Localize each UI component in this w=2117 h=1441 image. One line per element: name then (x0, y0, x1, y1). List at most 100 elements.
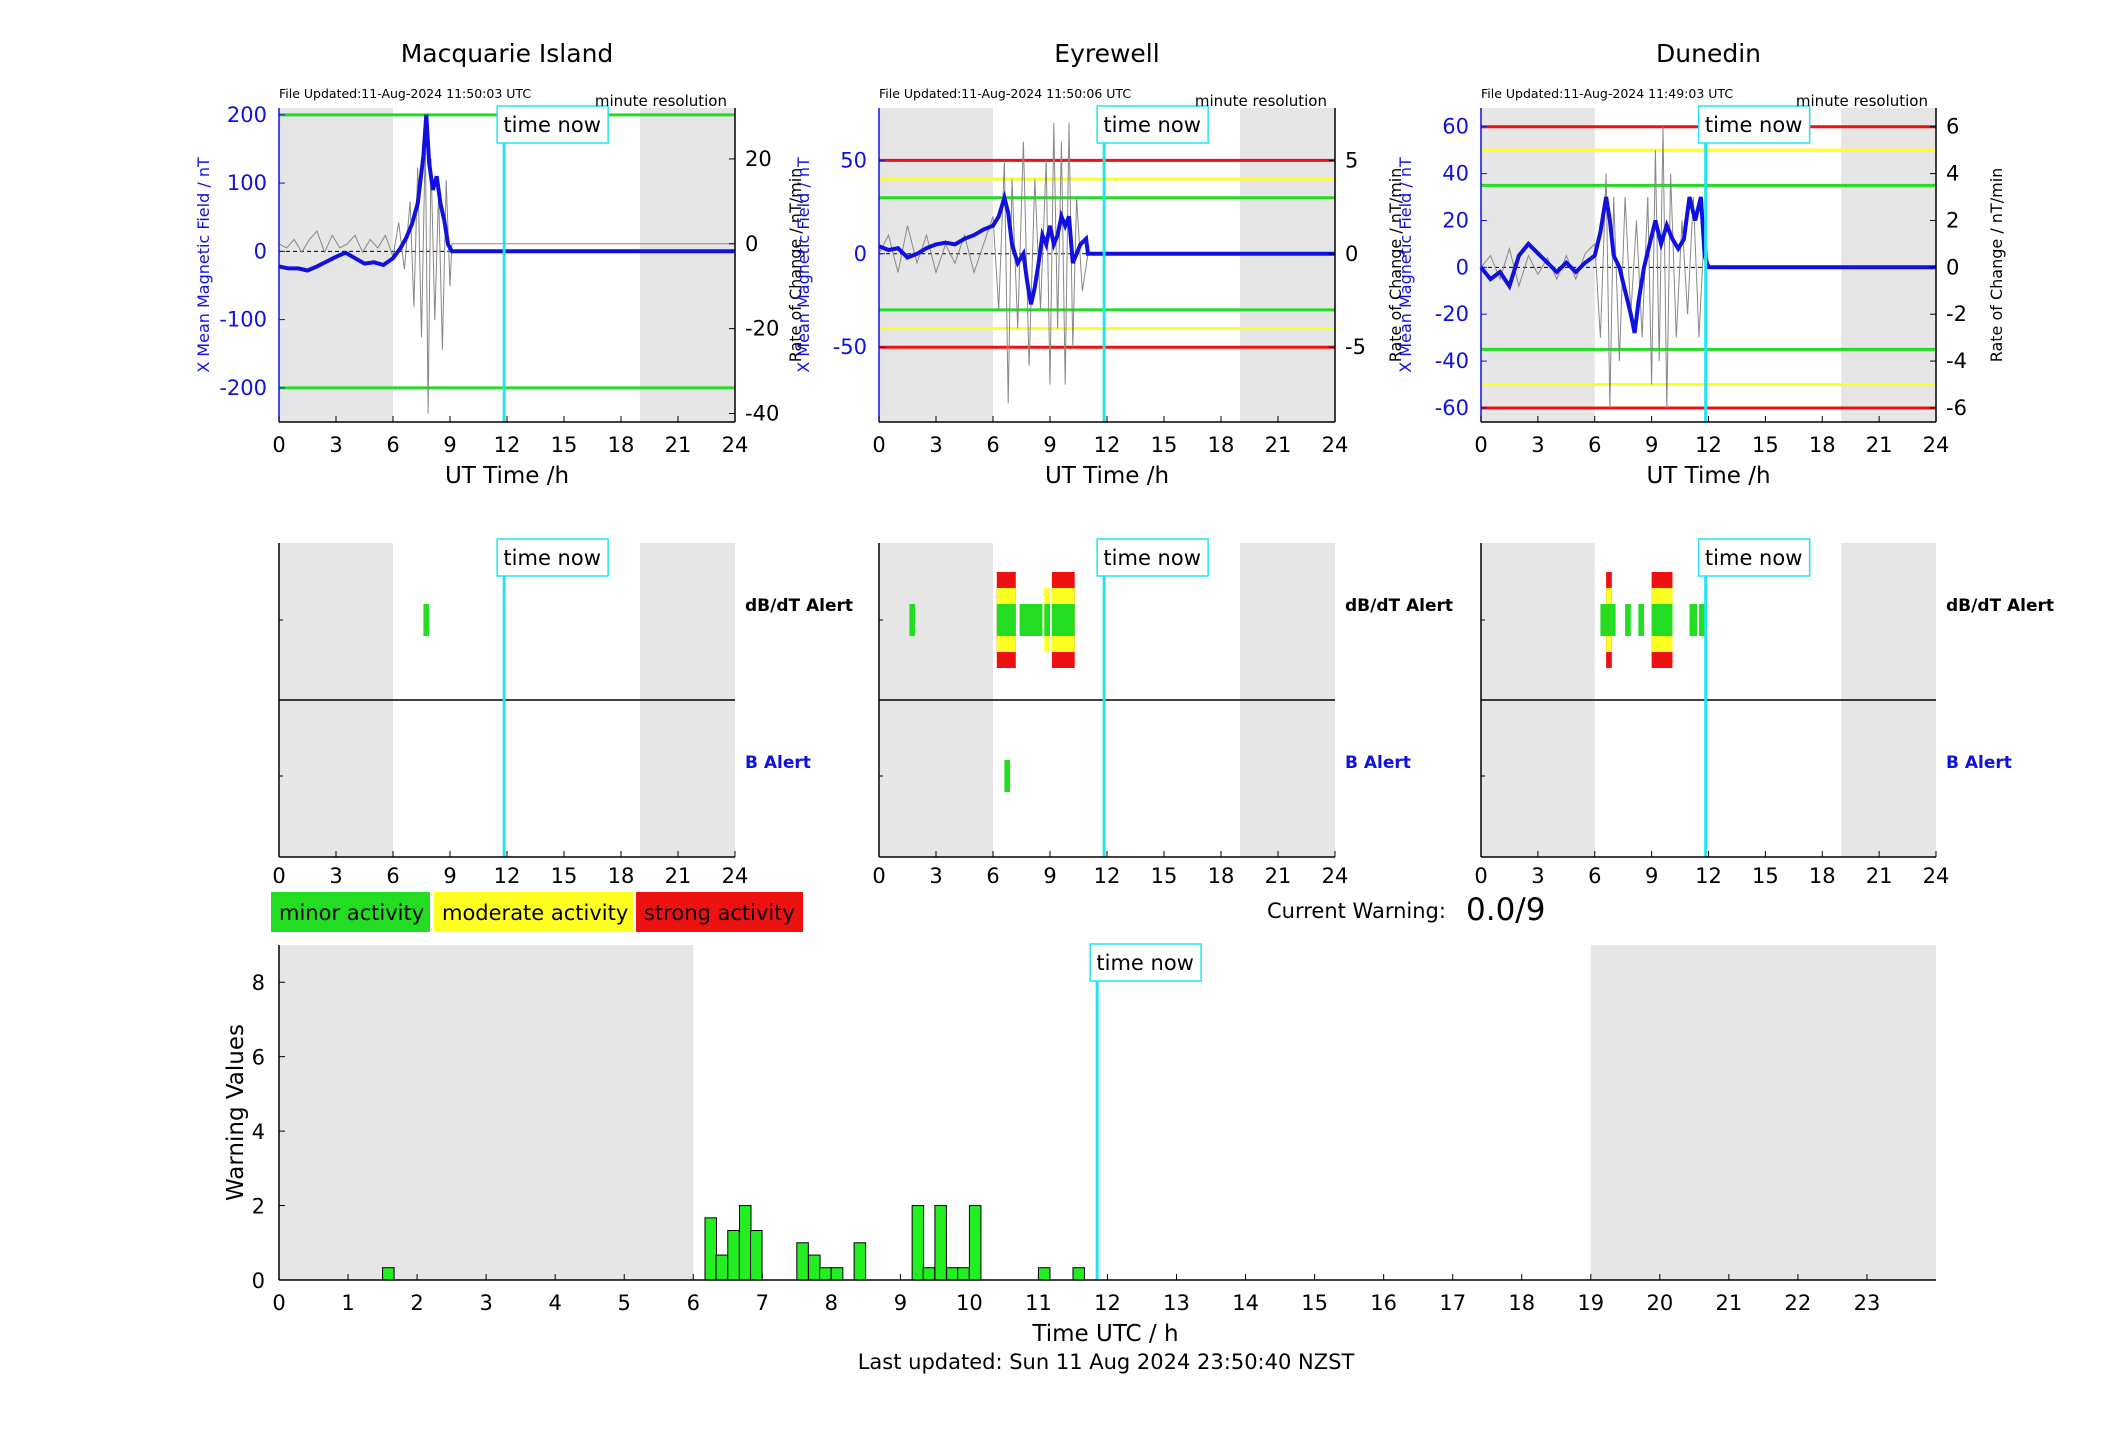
left-tick-label: 40 (1442, 162, 1469, 186)
x-tick-label: 21 (1265, 433, 1292, 457)
chart-x-tick-label: 15 (1301, 1291, 1328, 1315)
dbdt-alert-minor (1699, 604, 1705, 636)
warning-bar (382, 1267, 395, 1281)
warning-bar (796, 1242, 809, 1281)
alert-time-now-label: time now (1103, 546, 1200, 570)
station-title: Eyrewell (1054, 39, 1159, 68)
alert-time-now-box (1697, 538, 1811, 577)
right-tick-label: -20 (745, 317, 779, 341)
chart-y-tick-label: 0 (252, 1269, 265, 1293)
alert-x-tick-label: 12 (1094, 864, 1121, 888)
dbdt-alert-minor (1044, 604, 1050, 636)
current-warning-label: Current Warning: (1267, 899, 1446, 923)
night-shading (1240, 108, 1335, 422)
time-now-label: time now (503, 113, 600, 137)
warning-bar (968, 1205, 982, 1281)
right-tick-label: -4 (1946, 349, 1967, 373)
x-tick-label: 3 (1531, 433, 1544, 457)
dbdt-alert-minor (996, 604, 1016, 636)
right-tick-label: -40 (745, 402, 779, 426)
warning-bar (830, 1267, 844, 1281)
x-tick-label: 9 (443, 433, 456, 457)
resolution-label: minute resolution (1796, 92, 1928, 110)
chart-night-shading (1590, 945, 1936, 1280)
chart-x-tick-label: 0 (272, 1291, 285, 1315)
left-axis-label: X Mean Magnetic Field / nT (1396, 157, 1415, 373)
x-tick-label: 24 (722, 433, 749, 457)
left-tick-label: 0 (254, 239, 267, 263)
warning-bar (934, 1205, 947, 1281)
warning-bar (853, 1242, 867, 1281)
stations-layer: Macquarie Island time now File Updated:11-… (194, 39, 2054, 888)
alert-x-tick-label: 18 (1809, 864, 1836, 888)
warning-bar (739, 1205, 752, 1281)
station-title: Dunedin (1656, 39, 1761, 68)
legend-label-1: moderate activity (442, 901, 628, 925)
dbdt-alert-minor (1651, 604, 1673, 636)
chart-x-tick-label: 14 (1232, 1291, 1259, 1315)
chart-x-tick-label: 6 (687, 1291, 700, 1315)
x-tick-label: 0 (272, 433, 285, 457)
rate-of-change-series (1480, 126, 1936, 408)
alert-time-now-label: time now (1705, 546, 1802, 570)
magnetic-field-series (878, 190, 1335, 305)
alert-x-tick-label: 6 (386, 864, 399, 888)
alert-x-tick-label: 12 (1695, 864, 1722, 888)
x-tick-label: 24 (1923, 433, 1950, 457)
right-tick-label: -6 (1946, 396, 1967, 420)
left-tick-label: 20 (1442, 208, 1469, 232)
file-updated: File Updated:11-Aug-2024 11:50:06 UTC (879, 86, 1131, 101)
left-tick-label: 0 (854, 242, 867, 266)
chart-y-tick-label: 6 (252, 1046, 265, 1070)
left-tick-label: -50 (833, 335, 867, 359)
left-axis-label: X Mean Magnetic Field / nT (794, 157, 813, 373)
time-now-label: time now (1103, 113, 1200, 137)
activity-legend: minor activity moderate activity strong ac… (271, 892, 803, 932)
time-now-box (1096, 105, 1209, 144)
x-tick-label: 21 (665, 433, 692, 457)
warning-bar (715, 1254, 729, 1281)
x-tick-label: 6 (386, 433, 399, 457)
warning-bar (727, 1229, 740, 1281)
chart-y-tick-label: 8 (252, 971, 265, 995)
legend-label-0: minor activity (279, 901, 424, 925)
rate-of-change-series (278, 137, 735, 414)
left-tick-label: -200 (219, 376, 267, 400)
x-tick-label: 12 (1094, 433, 1121, 457)
chart-x-tick-label: 8 (825, 1291, 838, 1315)
right-tick-label: 0 (745, 232, 758, 256)
magnetic-field-series (1479, 196, 1936, 334)
x-tick-label: 15 (551, 433, 578, 457)
left-tick-label: 100 (227, 171, 267, 195)
dbdt-alert-minor (1019, 604, 1043, 636)
chart-x-label: Time UTC / h (1031, 1321, 1178, 1347)
right-tick-label: 0 (1345, 242, 1358, 266)
night-shading (279, 108, 393, 422)
chart-x-tick-label: 11 (1025, 1291, 1052, 1315)
x-tick-label: 21 (1866, 433, 1893, 457)
alert-x-tick-label: 6 (1588, 864, 1601, 888)
x-axis-label: UT Time /h (445, 463, 569, 489)
left-tick-label: -60 (1435, 396, 1469, 420)
alert-x-tick-label: 15 (1151, 864, 1178, 888)
alert-x-tick-label: 21 (1265, 864, 1292, 888)
legend-swatch-2 (636, 892, 803, 932)
left-tick-label: 0 (1456, 255, 1469, 279)
right-axis-label: Rate of Change / nT/min (786, 168, 805, 363)
right-axis-label: Rate of Change / nT/min (1987, 168, 2006, 363)
legend-swatch-1 (434, 892, 634, 932)
warning-bar (1072, 1267, 1085, 1281)
x-tick-label: 18 (608, 433, 635, 457)
x-axis-label: UT Time /h (1045, 463, 1169, 489)
b-alert-label: B Alert (1345, 753, 1411, 773)
x-axis-label: UT Time /h (1646, 463, 1770, 489)
alert-time-now-label: time now (503, 546, 600, 570)
x-tick-label: 15 (1151, 433, 1178, 457)
chart-x-tick-label: 22 (1785, 1291, 1812, 1315)
warning-bar (946, 1267, 959, 1281)
x-tick-label: 9 (1645, 433, 1658, 457)
dbdt-alert-label: dB/dT Alert (1345, 596, 1453, 616)
alert-x-tick-label: 3 (929, 864, 942, 888)
